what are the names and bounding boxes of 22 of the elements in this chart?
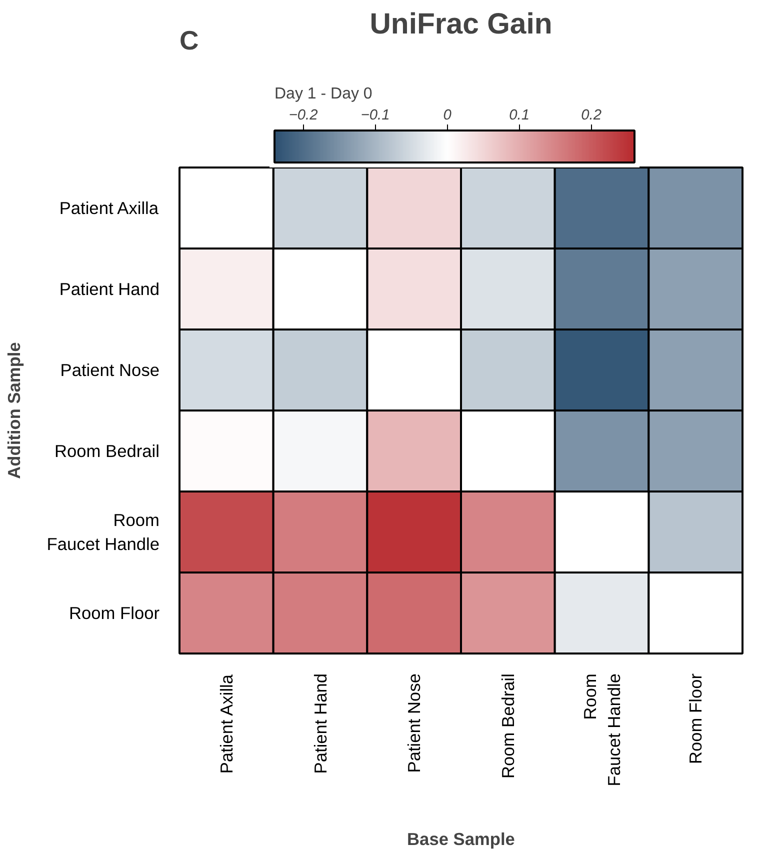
y-tick-label: Patient Axilla [59, 198, 159, 218]
x-tick-label: Room Faucet Handle [580, 673, 624, 786]
x-tick-label: Patient Hand [310, 674, 330, 774]
y-tick-label: Room Bedrail [54, 441, 160, 461]
x-tick-label: Patient Nose [404, 673, 424, 773]
color-bar-title: Day 1 - Day 0 [274, 86, 372, 102]
color-bar-label: −0.1 [360, 108, 390, 124]
color-bar-label: 0 [443, 108, 452, 124]
chart-title: UniFrac Gain [370, 8, 552, 40]
color-bar-label: 0.2 [581, 108, 602, 124]
x-tick-label: Room Floor [686, 673, 706, 764]
y-axis-title: Addition Sample [4, 342, 24, 479]
y-tick-label: Patient Nose [60, 360, 160, 380]
x-tick-label: Room Bedrail [498, 673, 518, 778]
text: C [180, 26, 199, 56]
color-bar-label: −0.2 [288, 108, 318, 124]
color-bar-label: 0.1 [509, 108, 530, 124]
x-axis-title: Base Sample [407, 829, 516, 850]
x-tick-label: Patient Axilla [216, 674, 236, 774]
y-tick-label: Room Faucet Handle [46, 510, 160, 554]
y-tick-label: Room Floor [68, 603, 160, 623]
y-tick-label: Patient Hand [59, 279, 160, 299]
